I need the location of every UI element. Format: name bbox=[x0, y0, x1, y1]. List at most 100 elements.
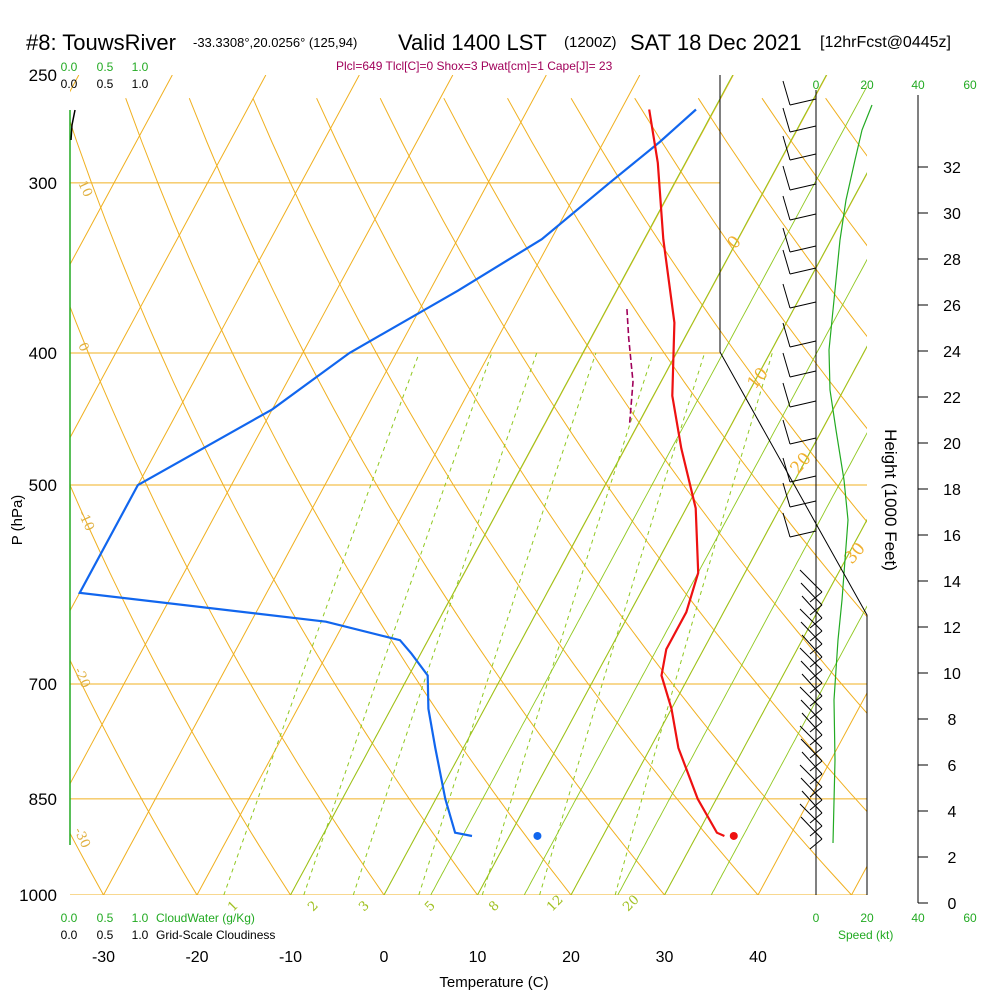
height-tick-label: 18 bbox=[943, 482, 961, 499]
dry-adiabat-label: 0 bbox=[74, 340, 91, 354]
temperature-tick-label: 40 bbox=[749, 949, 767, 966]
speed-bottom-tick: 60 bbox=[963, 911, 977, 925]
cloud-scale-top-green: 0.5 bbox=[97, 60, 114, 74]
pressure-tick-label: 250 bbox=[29, 66, 57, 85]
moist-adiabat-line bbox=[523, 258, 867, 895]
wind-barb bbox=[789, 267, 817, 275]
parcel-line bbox=[626, 306, 634, 423]
surface-temperature-dot bbox=[729, 831, 738, 840]
temperature-tick-label: -20 bbox=[185, 949, 208, 966]
cloudwater-label: CloudWater (g/Kg) bbox=[156, 911, 255, 925]
wind-barb bbox=[809, 617, 823, 629]
dry-adiabat-line bbox=[443, 97, 867, 715]
moist-adiabat-line bbox=[383, 75, 827, 895]
mixing-ratio-line bbox=[539, 352, 706, 895]
temperature-line bbox=[648, 109, 725, 838]
wind-barb bbox=[809, 591, 823, 603]
utc-time: (1200Z) bbox=[564, 34, 617, 51]
speed-label: Speed (kt) bbox=[838, 928, 893, 942]
y-axis-label: P (hPa) bbox=[9, 495, 26, 546]
coords-text: -33.3308°,20.0256° (125,94) bbox=[193, 35, 357, 50]
wind-barb bbox=[782, 107, 791, 133]
wind-barb bbox=[782, 352, 791, 378]
dry-adiabat-label: 10 bbox=[744, 364, 773, 393]
wind-barb bbox=[789, 153, 817, 161]
gridscale-label: Grid-Scale Cloudiness bbox=[156, 928, 275, 942]
wind-barb bbox=[800, 699, 823, 723]
temperature-tick-label: 30 bbox=[656, 949, 674, 966]
wind-barb bbox=[801, 634, 823, 658]
wind-barb bbox=[782, 195, 791, 221]
dry-adiabat-line bbox=[634, 97, 867, 430]
wind-barb bbox=[782, 322, 791, 348]
temperature-tick-label: 0 bbox=[380, 949, 389, 966]
height-tick-label: 20 bbox=[943, 436, 961, 453]
mixing-ratio-label: 12 bbox=[544, 893, 566, 915]
wind-barb bbox=[799, 647, 823, 671]
wind-barb bbox=[809, 773, 823, 785]
moist-adiabat-line bbox=[570, 345, 867, 895]
dry-adiabat-line bbox=[70, 483, 291, 895]
cloud-scale-bottom-green: 1.0 bbox=[132, 911, 149, 925]
dry-adiabat-line bbox=[697, 97, 867, 338]
isotherm-line bbox=[196, 75, 641, 895]
wind-barb bbox=[809, 838, 823, 850]
dry-adiabat-line bbox=[316, 97, 852, 895]
mixing-ratio-line bbox=[303, 352, 493, 895]
height-tick-label: 16 bbox=[943, 528, 961, 545]
temperature-tick-label: -30 bbox=[92, 949, 115, 966]
moist-adiabat-line bbox=[617, 432, 867, 895]
wind-barb bbox=[789, 213, 817, 221]
station-title: #8: TouwsRiver bbox=[26, 30, 176, 55]
wind-barb bbox=[789, 530, 817, 538]
height-tick-label: 30 bbox=[943, 206, 961, 223]
speed-bottom-tick: 20 bbox=[860, 911, 874, 925]
surface-dewpoint-dot bbox=[533, 831, 542, 840]
dry-adiabat-line bbox=[507, 97, 867, 618]
height-axis-label: Height (1000 Feet) bbox=[881, 429, 900, 571]
wind-barb bbox=[789, 125, 817, 133]
speed-top-tick: 60 bbox=[963, 78, 977, 92]
wind-barb bbox=[809, 643, 823, 655]
wind-barb bbox=[800, 738, 823, 762]
forecast-text: [12hrFcst@0445z] bbox=[820, 34, 951, 51]
parcel-info: Plcl=649 Tlcl[C]=0 Shox=3 Pwat[cm]=1 Cap… bbox=[336, 59, 613, 73]
isotherm-line bbox=[70, 75, 360, 612]
wind-barb bbox=[809, 734, 823, 746]
mixing-ratio-line bbox=[481, 352, 654, 895]
pressure-tick-label: 400 bbox=[29, 344, 57, 363]
dry-adiabat-line bbox=[825, 97, 867, 157]
isotherm-line bbox=[851, 865, 867, 895]
wind-barb bbox=[801, 790, 823, 814]
wind-barb bbox=[782, 482, 791, 508]
wind-barb bbox=[809, 786, 823, 798]
mixing-ratio-label: 5 bbox=[422, 898, 438, 914]
height-tick-label: 14 bbox=[943, 574, 961, 591]
isotherm-line bbox=[70, 75, 267, 439]
wind-barb bbox=[789, 400, 817, 408]
height-tick-label: 28 bbox=[943, 252, 961, 269]
speed-bottom-tick: 0 bbox=[813, 911, 820, 925]
wind-barb bbox=[809, 825, 823, 837]
profiles bbox=[77, 108, 738, 840]
wind-barb bbox=[799, 803, 823, 827]
wind-barb bbox=[789, 475, 817, 483]
wind-barb bbox=[782, 227, 791, 253]
date-text: SAT 18 Dec 2021 bbox=[630, 30, 802, 55]
height-tick-label: 0 bbox=[948, 896, 957, 913]
wind-barb bbox=[809, 604, 823, 616]
speed-top-tick: 40 bbox=[911, 78, 925, 92]
wind-barb bbox=[799, 608, 823, 632]
wind-barb bbox=[782, 249, 791, 275]
wind-barb bbox=[809, 630, 823, 642]
valid-time: Valid 1400 LST bbox=[398, 30, 547, 55]
wind-barb bbox=[801, 673, 823, 697]
background-lines bbox=[70, 75, 867, 895]
wind-barb bbox=[809, 812, 823, 824]
temperature-tick-label: 20 bbox=[562, 949, 580, 966]
wind-barb bbox=[799, 686, 823, 710]
